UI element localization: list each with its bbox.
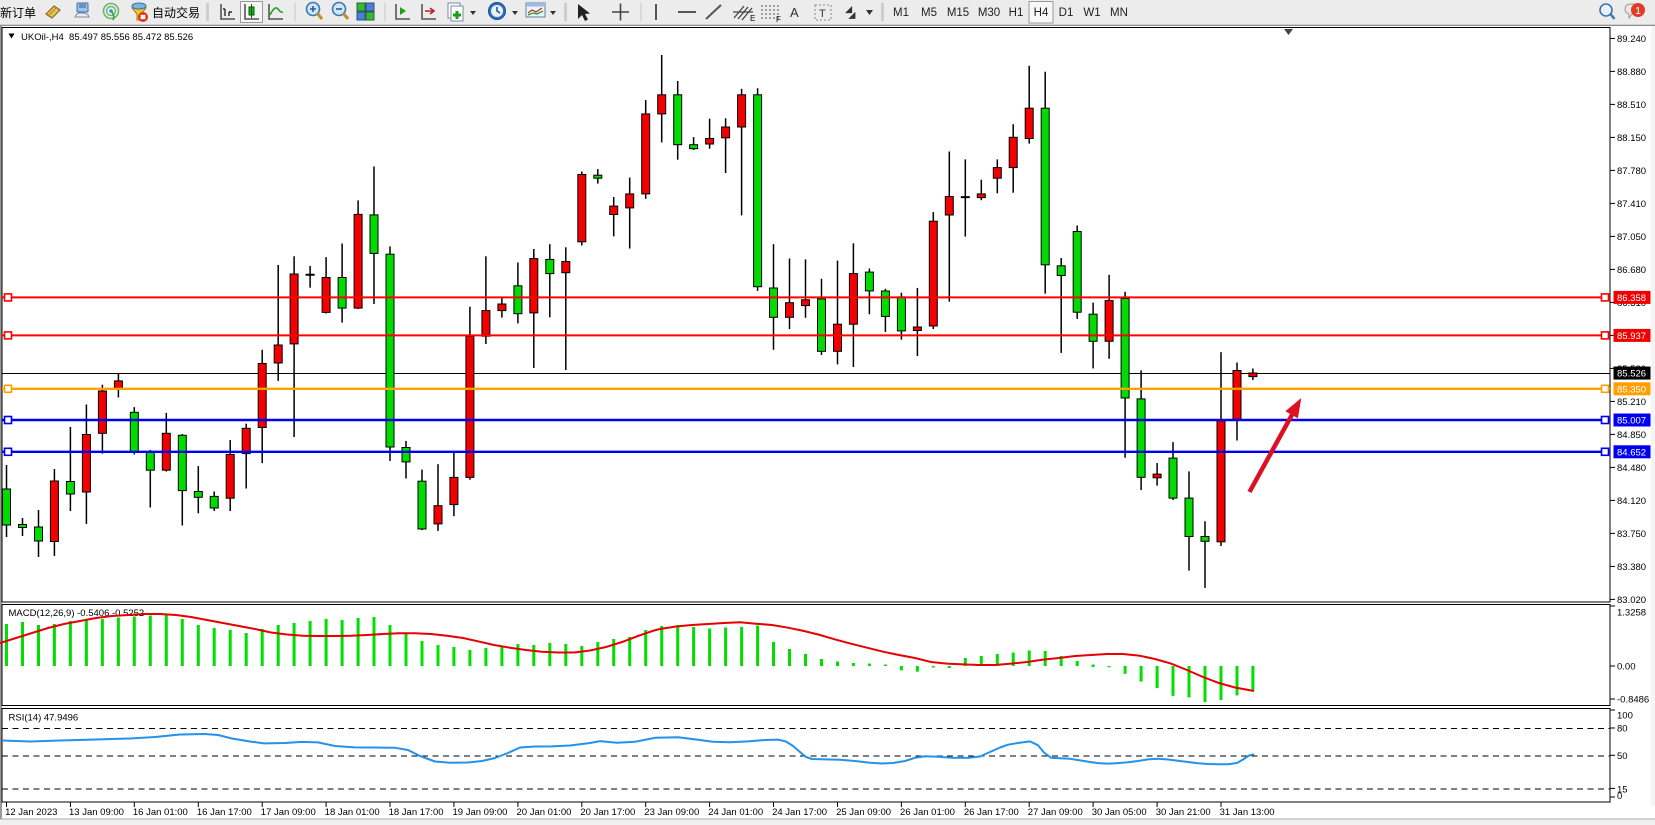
svg-text:M1: M1: [893, 7, 909, 19]
svg-text:26 Jan 01:00: 26 Jan 01:00: [900, 807, 955, 818]
svg-text:87.050: 87.050: [1617, 232, 1646, 243]
svg-text:0.00: 0.00: [1617, 662, 1636, 673]
svg-text:16 Jan 17:00: 16 Jan 17:00: [197, 807, 252, 818]
svg-text:88.150: 88.150: [1617, 133, 1646, 144]
svg-text:89.240: 89.240: [1617, 34, 1646, 45]
svg-text:85.526: 85.526: [1617, 369, 1646, 380]
svg-text:87.780: 87.780: [1617, 166, 1646, 177]
svg-text:D1: D1: [1059, 7, 1074, 19]
svg-text:1.3258: 1.3258: [1617, 608, 1646, 619]
svg-text:17 Jan 09:00: 17 Jan 09:00: [261, 807, 316, 818]
svg-text:H4: H4: [1034, 7, 1049, 19]
svg-text:15: 15: [1617, 785, 1628, 796]
svg-text:30 Jan 05:00: 30 Jan 05:00: [1092, 807, 1147, 818]
svg-text:MACD(12,26,9) -0.5406 -0.5252: MACD(12,26,9) -0.5406 -0.5252: [9, 608, 145, 619]
svg-text:84.120: 84.120: [1617, 496, 1646, 507]
svg-text:12 Jan 2023: 12 Jan 2023: [5, 807, 57, 818]
svg-text:20 Jan 17:00: 20 Jan 17:00: [580, 807, 635, 818]
svg-text:18 Jan 17:00: 18 Jan 17:00: [389, 807, 444, 818]
svg-text:87.410: 87.410: [1617, 199, 1646, 210]
svg-text:13 Jan 09:00: 13 Jan 09:00: [69, 807, 124, 818]
svg-text:83.020: 83.020: [1617, 595, 1646, 606]
svg-text:30 Jan 21:00: 30 Jan 21:00: [1156, 807, 1211, 818]
svg-text:T: T: [819, 8, 826, 20]
svg-text:88.510: 88.510: [1617, 100, 1646, 111]
svg-text:16 Jan 01:00: 16 Jan 01:00: [133, 807, 188, 818]
svg-text:84.850: 84.850: [1617, 430, 1646, 441]
svg-text:H1: H1: [1009, 7, 1024, 19]
svg-text:E: E: [750, 14, 755, 23]
svg-text:50: 50: [1617, 751, 1628, 762]
svg-text:85.210: 85.210: [1617, 397, 1646, 408]
svg-text:新订单: 新订单: [0, 5, 36, 20]
svg-text:85.007: 85.007: [1617, 416, 1646, 427]
svg-text:86.680: 86.680: [1617, 265, 1646, 276]
svg-text:-0.8486: -0.8486: [1617, 695, 1649, 706]
svg-text:20 Jan 01:00: 20 Jan 01:00: [517, 807, 572, 818]
svg-text:19 Jan 09:00: 19 Jan 09:00: [453, 807, 508, 818]
svg-text:24 Jan 01:00: 24 Jan 01:00: [708, 807, 763, 818]
svg-text:83.380: 83.380: [1617, 562, 1646, 573]
svg-text:RSI(14) 47.9496: RSI(14) 47.9496: [9, 713, 79, 724]
svg-text:25 Jan 09:00: 25 Jan 09:00: [836, 807, 891, 818]
svg-text:85.350: 85.350: [1617, 384, 1646, 395]
svg-text:自动交易: 自动交易: [152, 5, 200, 20]
svg-text:26 Jan 17:00: 26 Jan 17:00: [964, 807, 1019, 818]
svg-text:UKOil-,H4 85.497 85.556 85.47: UKOil-,H4 85.497 85.556 85.472 85.526: [21, 32, 193, 43]
svg-text:M15: M15: [947, 7, 969, 19]
svg-text:27 Jan 09:00: 27 Jan 09:00: [1028, 807, 1083, 818]
svg-text:84.480: 84.480: [1617, 463, 1646, 474]
svg-text:F: F: [776, 15, 781, 24]
svg-text:0: 0: [1617, 791, 1622, 802]
svg-text:M30: M30: [978, 7, 1000, 19]
svg-text:A: A: [790, 5, 799, 20]
svg-text:85.937: 85.937: [1617, 331, 1646, 342]
svg-text:80: 80: [1617, 724, 1628, 735]
svg-text:84.652: 84.652: [1617, 447, 1646, 458]
svg-text:MN: MN: [1110, 7, 1128, 19]
svg-text:1: 1: [1635, 5, 1641, 17]
svg-text:86.358: 86.358: [1617, 293, 1646, 304]
svg-text:24 Jan 17:00: 24 Jan 17:00: [772, 807, 827, 818]
svg-text:23 Jan 09:00: 23 Jan 09:00: [644, 807, 699, 818]
svg-text:100: 100: [1617, 711, 1633, 722]
svg-text:W1: W1: [1083, 7, 1100, 19]
svg-text:83.750: 83.750: [1617, 529, 1646, 540]
svg-text:88.880: 88.880: [1617, 67, 1646, 78]
svg-text:18 Jan 01:00: 18 Jan 01:00: [325, 807, 380, 818]
svg-text:31 Jan 13:00: 31 Jan 13:00: [1220, 807, 1275, 818]
svg-text:M5: M5: [921, 7, 937, 19]
